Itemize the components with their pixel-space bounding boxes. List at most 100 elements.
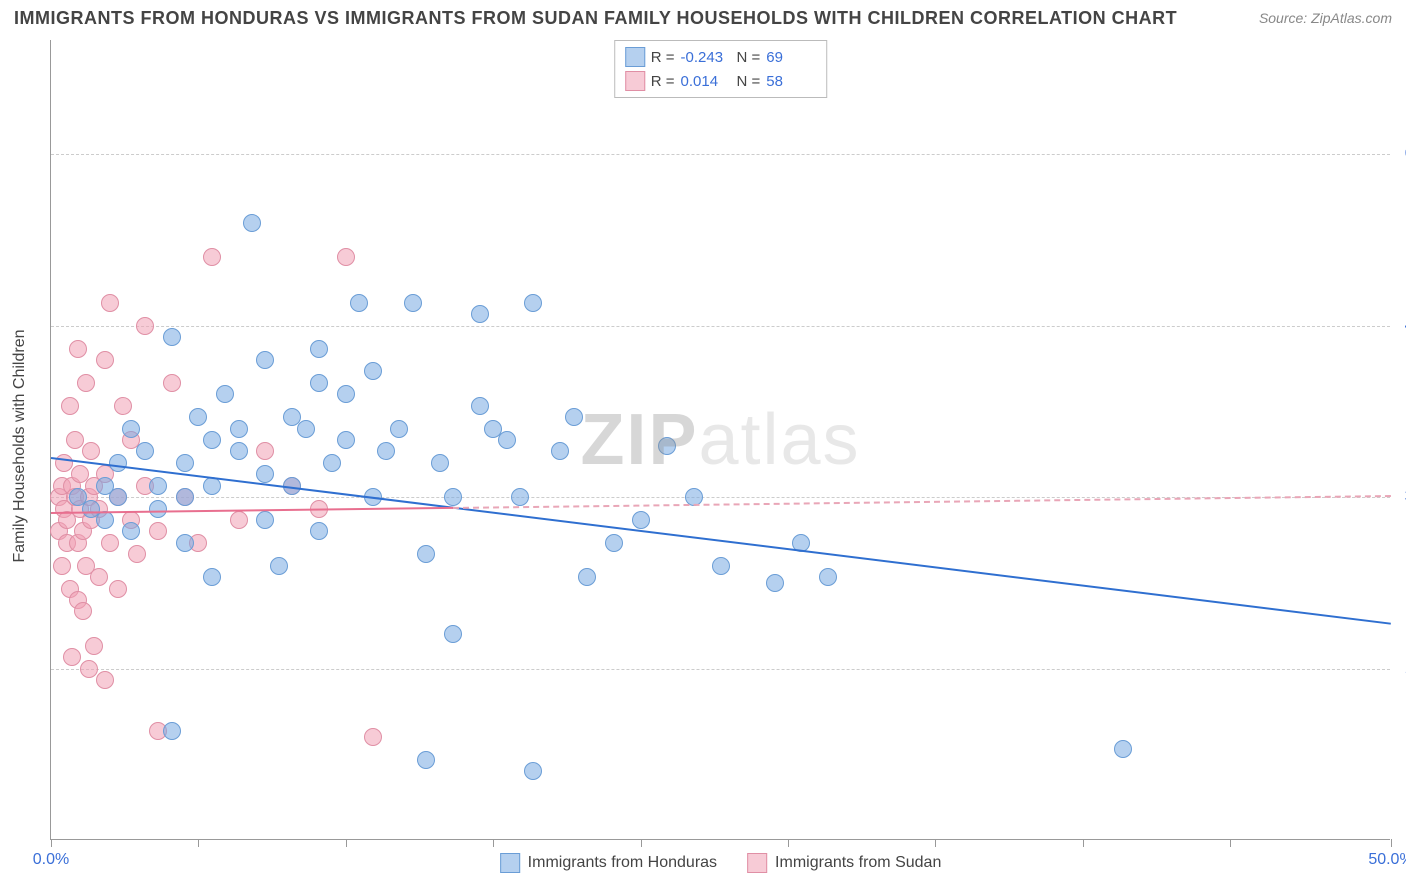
correlation-chart: IMMIGRANTS FROM HONDURAS VS IMMIGRANTS F… xyxy=(0,0,1406,892)
scatter-point-a xyxy=(337,431,355,449)
legend-label: Immigrants from Honduras xyxy=(528,854,717,872)
scatter-point-b xyxy=(63,648,81,666)
scatter-point-a xyxy=(551,442,569,460)
x-tick xyxy=(788,839,789,847)
scatter-point-a xyxy=(256,351,274,369)
scatter-point-a xyxy=(605,534,623,552)
scatter-point-a xyxy=(404,294,422,312)
legend-stats-row: R = -0.243 N = 69 xyxy=(625,45,817,69)
scatter-point-a xyxy=(203,431,221,449)
scatter-point-b xyxy=(149,522,167,540)
legend-item: Immigrants from Honduras xyxy=(500,853,717,873)
trend-line-a xyxy=(51,457,1391,625)
scatter-point-a xyxy=(149,500,167,518)
scatter-point-b xyxy=(101,534,119,552)
r-value: 0.014 xyxy=(681,73,731,90)
scatter-point-a xyxy=(122,522,140,540)
scatter-point-a xyxy=(176,454,194,472)
scatter-point-b xyxy=(136,317,154,335)
n-value: 58 xyxy=(766,73,816,90)
scatter-point-a xyxy=(310,522,328,540)
scatter-point-b xyxy=(90,568,108,586)
scatter-point-a xyxy=(364,362,382,380)
source-attribution: Source: ZipAtlas.com xyxy=(1259,10,1392,26)
scatter-point-a xyxy=(323,454,341,472)
scatter-point-a xyxy=(176,488,194,506)
scatter-point-a xyxy=(310,374,328,392)
scatter-point-a xyxy=(109,488,127,506)
scatter-point-a xyxy=(417,751,435,769)
legend-stats: R = -0.243 N = 69 R = 0.014 N = 58 xyxy=(614,40,828,98)
scatter-point-a xyxy=(712,557,730,575)
scatter-point-a xyxy=(350,294,368,312)
scatter-point-a xyxy=(310,340,328,358)
gridline xyxy=(51,669,1390,670)
gridline xyxy=(51,154,1390,155)
scatter-point-b xyxy=(109,580,127,598)
n-value: 69 xyxy=(766,49,816,66)
scatter-point-b xyxy=(77,374,95,392)
scatter-point-b xyxy=(230,511,248,529)
r-label: R = xyxy=(651,49,675,66)
r-label: R = xyxy=(651,73,675,90)
legend-swatch-a xyxy=(625,47,645,67)
scatter-point-b xyxy=(114,397,132,415)
scatter-point-a xyxy=(498,431,516,449)
scatter-point-a xyxy=(471,397,489,415)
scatter-point-a xyxy=(163,722,181,740)
scatter-point-a xyxy=(109,454,127,472)
x-tick xyxy=(1083,839,1084,847)
scatter-point-a xyxy=(256,465,274,483)
legend-swatch-a xyxy=(500,853,520,873)
scatter-point-b xyxy=(364,728,382,746)
legend-label: Immigrants from Sudan xyxy=(775,854,941,872)
x-tick-label: 50.0% xyxy=(1368,851,1406,869)
scatter-point-b xyxy=(53,557,71,575)
scatter-point-a xyxy=(658,437,676,455)
scatter-point-a xyxy=(203,568,221,586)
scatter-point-a xyxy=(524,762,542,780)
chart-title: IMMIGRANTS FROM HONDURAS VS IMMIGRANTS F… xyxy=(14,8,1177,29)
legend-stats-row: R = 0.014 N = 58 xyxy=(625,69,817,93)
x-tick xyxy=(198,839,199,847)
scatter-point-a xyxy=(216,385,234,403)
scatter-point-b xyxy=(80,660,98,678)
legend-swatch-b xyxy=(747,853,767,873)
scatter-point-a xyxy=(417,545,435,563)
x-tick xyxy=(493,839,494,847)
scatter-point-a xyxy=(122,420,140,438)
scatter-point-a xyxy=(96,511,114,529)
scatter-point-b xyxy=(96,351,114,369)
scatter-point-a xyxy=(1114,740,1132,758)
scatter-point-a xyxy=(431,454,449,472)
gridline xyxy=(51,326,1390,327)
scatter-point-b xyxy=(61,397,79,415)
x-tick xyxy=(641,839,642,847)
x-tick xyxy=(1230,839,1231,847)
n-label: N = xyxy=(737,73,761,90)
scatter-point-b xyxy=(69,340,87,358)
scatter-point-b xyxy=(96,671,114,689)
legend-series: Immigrants from Honduras Immigrants from… xyxy=(500,853,942,873)
scatter-point-a xyxy=(377,442,395,460)
legend-swatch-b xyxy=(625,71,645,91)
scatter-point-a xyxy=(578,568,596,586)
x-tick xyxy=(1391,839,1392,847)
scatter-point-a xyxy=(471,305,489,323)
watermark: ZIPatlas xyxy=(580,399,860,481)
scatter-point-a xyxy=(230,420,248,438)
scatter-point-a xyxy=(444,625,462,643)
scatter-point-b xyxy=(163,374,181,392)
scatter-point-a xyxy=(149,477,167,495)
x-tick xyxy=(346,839,347,847)
scatter-point-a xyxy=(766,574,784,592)
scatter-point-b xyxy=(55,454,73,472)
scatter-point-b xyxy=(85,637,103,655)
scatter-point-a xyxy=(189,408,207,426)
scatter-point-a xyxy=(176,534,194,552)
scatter-point-a xyxy=(297,420,315,438)
scatter-point-a xyxy=(632,511,650,529)
scatter-point-a xyxy=(444,488,462,506)
scatter-point-a xyxy=(163,328,181,346)
scatter-point-a xyxy=(230,442,248,460)
